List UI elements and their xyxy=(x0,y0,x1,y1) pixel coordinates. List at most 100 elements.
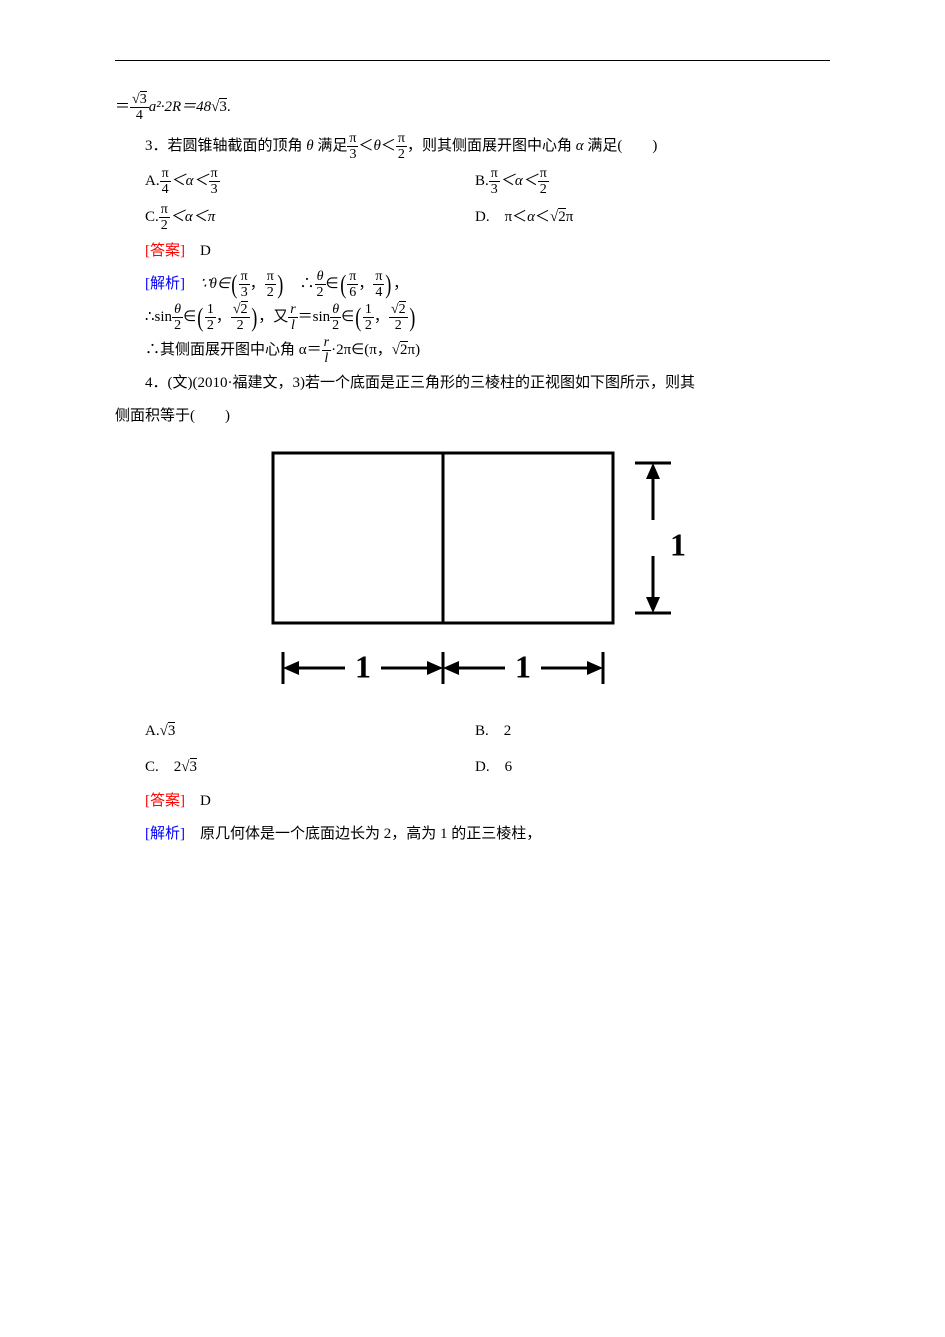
lparen: ( xyxy=(340,272,346,298)
n: 1 xyxy=(205,302,216,318)
text: 满足( ) xyxy=(584,138,658,154)
frac: θ2 xyxy=(315,269,326,301)
d: l xyxy=(322,351,331,366)
d: 3 xyxy=(209,182,220,197)
rparen: ) xyxy=(409,305,415,331)
r: 2 xyxy=(400,341,408,358)
t: ∴其侧面展开图中心角 α＝ xyxy=(145,342,322,358)
label: C. xyxy=(145,209,159,225)
frac: π4 xyxy=(373,269,384,301)
q4-options-row2: C. 2√3 D. 6 xyxy=(115,749,830,785)
frac: π3 xyxy=(347,131,358,163)
lparen: ( xyxy=(197,305,203,331)
answer-label: [答案] xyxy=(145,243,200,259)
den: 2 xyxy=(396,147,407,162)
d: 2 xyxy=(205,318,216,333)
q4-diagram: 1 1 1 xyxy=(223,443,723,703)
q4-stem-l1: 4．(文)(2010·福建文，3)若一个底面是正三角形的三棱柱的正视图如下图所示… xyxy=(115,367,830,400)
d: l xyxy=(288,318,297,333)
d: 2 xyxy=(159,218,170,233)
d: 3 xyxy=(239,285,250,300)
n: π xyxy=(265,269,276,285)
t: ＝sin xyxy=(298,309,331,325)
n: r xyxy=(288,302,297,318)
svg-text:1: 1 xyxy=(355,648,371,684)
answer-label: [答案] xyxy=(145,793,200,809)
alpha: α xyxy=(576,138,584,154)
rad: 3 xyxy=(140,91,147,107)
analysis-label: [解析] xyxy=(145,276,200,292)
lt: ＜ xyxy=(381,138,396,154)
q3-analysis-3: ∴其侧面展开图中心角 α＝rl·2π∈(π，√2π) xyxy=(115,334,830,367)
lparen: ( xyxy=(231,272,237,298)
den: 3 xyxy=(347,147,358,162)
q3-analysis-2: ∴sinθ2∈(12，√22)，又rl＝sinθ2∈(12，√22) xyxy=(115,301,830,334)
t: π) xyxy=(408,342,421,358)
n: θ xyxy=(315,269,326,285)
q4-stem-l2: 侧面积等于( ) xyxy=(115,400,830,433)
n: π xyxy=(489,166,500,182)
frac: π3 xyxy=(239,269,250,301)
n: 1 xyxy=(363,302,374,318)
q3-options-row1: A.π4＜α＜π3 B.π3＜α＜π2 xyxy=(115,163,830,199)
r: 2 xyxy=(241,301,248,317)
answer-value: D xyxy=(200,793,211,809)
svg-text:1: 1 xyxy=(515,648,531,684)
top-rule xyxy=(115,60,830,61)
option-b: B.π3＜α＜π2 xyxy=(475,163,830,199)
n: π xyxy=(160,166,171,182)
sqrt: √ xyxy=(181,759,189,775)
t: ，又 xyxy=(258,309,288,325)
text: ＝ xyxy=(115,99,130,115)
num: π xyxy=(347,131,358,147)
option-c: C.π2＜α＜π xyxy=(115,199,475,235)
n: π xyxy=(239,269,250,285)
q4-options-row1: A.√3 B. 2 xyxy=(115,713,830,749)
label: B. xyxy=(475,173,489,189)
frac: π2 xyxy=(159,202,170,234)
answer-value: D xyxy=(200,243,211,259)
d: 2 xyxy=(330,318,341,333)
t: ∴ xyxy=(285,276,315,292)
text: 满足 xyxy=(314,138,348,154)
t: ∵θ∈ xyxy=(200,276,230,292)
d: 2 xyxy=(315,285,326,300)
d: 4 xyxy=(373,285,384,300)
n: π xyxy=(347,269,358,285)
frac: π2 xyxy=(396,131,407,163)
mid: ＜α＜π xyxy=(170,209,215,225)
frac: 12 xyxy=(363,302,374,334)
r: 3 xyxy=(190,758,198,775)
n: π xyxy=(373,269,384,285)
t: ∈ xyxy=(341,309,354,325)
t: ·2π∈(π， xyxy=(331,342,392,358)
option-a: A.√3 xyxy=(115,713,475,749)
d: 2 xyxy=(363,318,374,333)
t: ， xyxy=(393,276,408,292)
rparen: ) xyxy=(386,272,392,298)
q3-stem: 3．若圆锥轴截面的顶角 θ 满足π3＜θ＜π2，则其侧面展开图中心角 α 满足(… xyxy=(115,130,830,163)
diagram-svg: 1 1 1 xyxy=(223,443,723,703)
frac: π2 xyxy=(538,166,549,198)
period: . xyxy=(227,99,231,115)
n: √2 xyxy=(231,302,250,318)
n: θ xyxy=(330,302,341,318)
frac: rl xyxy=(288,302,297,334)
frac: θ2 xyxy=(330,302,341,334)
label: C. 2 xyxy=(145,759,181,775)
frac: π4 xyxy=(160,166,171,198)
q4-answer: [答案] D xyxy=(115,785,830,818)
option-d: D. π＜α＜√2π xyxy=(475,199,830,235)
option-c: C. 2√3 xyxy=(115,749,475,785)
n: θ xyxy=(172,302,183,318)
text: ，则其侧面展开图中心角 xyxy=(407,138,576,154)
svg-text:1: 1 xyxy=(670,526,686,562)
analysis-text: 原几何体是一个底面边长为 2，高为 1 的正三棱柱， xyxy=(200,826,541,842)
n: π xyxy=(538,166,549,182)
label: A. xyxy=(145,173,160,189)
q3-options-row2: C.π2＜α＜π D. π＜α＜√2π xyxy=(115,199,830,235)
label: D. π＜α＜√2π xyxy=(475,208,573,225)
n: π xyxy=(209,166,220,182)
d: 2 xyxy=(538,182,549,197)
mid: ＜α＜ xyxy=(171,173,209,189)
